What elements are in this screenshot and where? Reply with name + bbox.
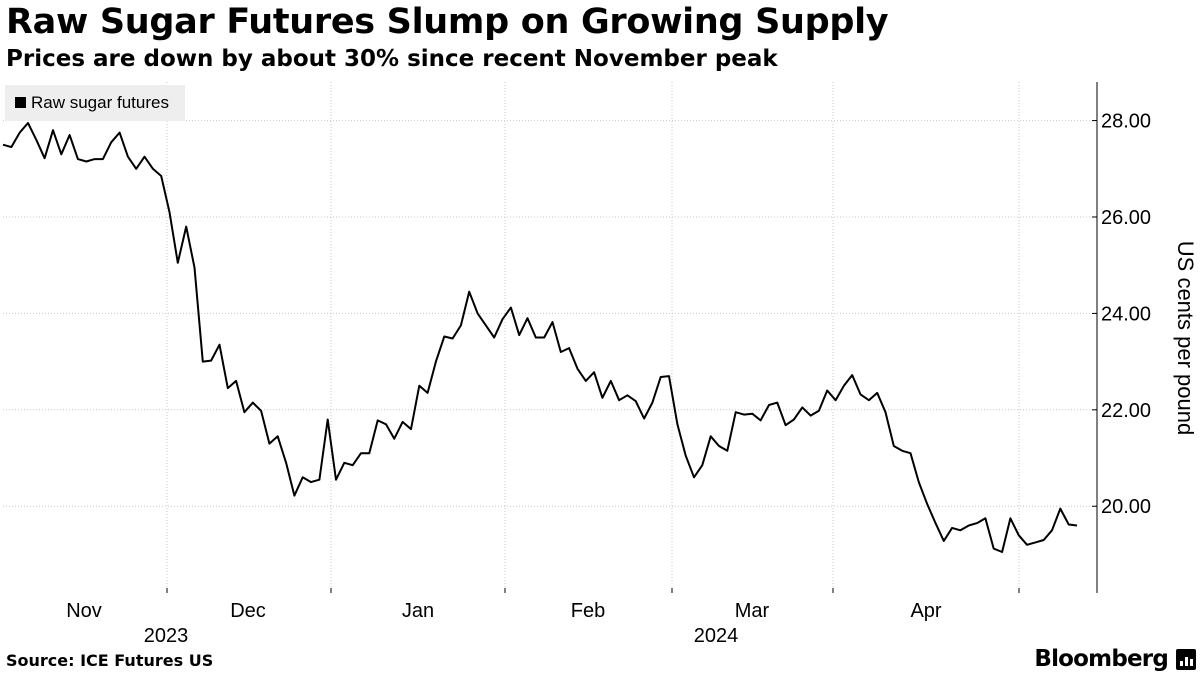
x-tick-label: Apr [910,600,941,622]
x-tick-label: Mar [735,600,770,622]
y-tick-label: 20.00 [1101,496,1151,518]
chart-title: Raw Sugar Futures Slump on Growing Suppl… [6,2,889,42]
x-tick-label: Jan [402,600,434,622]
y-tick-label: 26.00 [1101,207,1151,229]
legend-label: Raw sugar futures [31,93,169,112]
source-note: Source: ICE Futures US [6,651,214,670]
axes [166,82,1098,593]
year-label: 2024 [694,625,739,647]
year-label: 2023 [144,625,189,647]
x-tick-label: Feb [571,600,605,622]
legend-swatch [15,97,26,108]
bloomberg-logo: Bloomberg [1034,646,1168,672]
x-tick-label: Nov [66,600,102,622]
legend: Raw sugar futures [5,85,185,121]
series-line-raw-sugar-futures [2,122,1078,553]
y-tick-label: 24.00 [1101,303,1151,325]
x-tick-label: Dec [230,600,266,622]
y-tick-label: 28.00 [1101,111,1151,133]
tick-labels: 20.00 22.00 24.00 26.00 28.00 Nov Dec Jan Feb Mar… [66,111,1151,647]
series-layer [2,122,1078,553]
y-axis-label: US cents per pound [1173,240,1198,436]
y-tick-label: 22.00 [1101,400,1151,422]
bloomberg-terminal-icon [1176,649,1196,670]
gridlines [3,82,1097,593]
chart-subtitle: Prices are down by about 30% since recen… [6,46,778,72]
